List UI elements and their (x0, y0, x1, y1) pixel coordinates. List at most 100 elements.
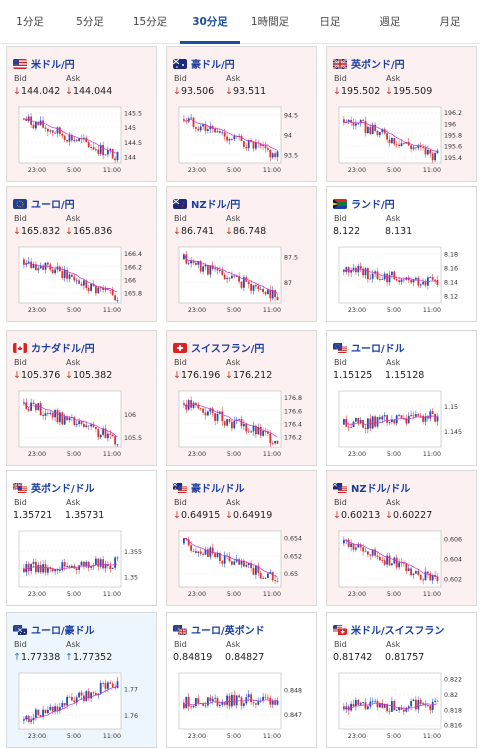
currency-card[interactable]: ランド/円 Bid Ask 8.122 8.131 8.18 8.16 8.14 8.12 23:… (326, 186, 477, 322)
pair-name[interactable]: ユーロ/円 (31, 200, 75, 211)
candlestick-chart[interactable]: 196.2 196 195.8 195.6 195.4 23:00 5:00 11:00 (335, 103, 470, 176)
tab-6[interactable]: 週足 (379, 15, 401, 28)
candlestick-chart[interactable]: 0.654 0.652 0.65 23:00 5:00 11:00 (175, 527, 310, 600)
arrow-down-icon: ↓ (225, 226, 233, 237)
candlestick-chart[interactable]: 1.355 1.35 23:00 5:00 11:00 (15, 527, 150, 600)
currency-card[interactable]: 英ポンド/円 Bid Ask ↓195.502 ↓195.509 196.2 196 195.… (326, 46, 477, 182)
pair-name[interactable]: ユーロ/ドル (351, 344, 405, 355)
bid-value: 8.122 (333, 226, 361, 237)
candle-body (204, 705, 207, 707)
candlestick-chart[interactable]: 8.18 8.16 8.14 8.12 23:00 5:00 11:00 (335, 243, 470, 316)
currency-card[interactable]: NZドル/ドル Bid Ask ↓0.60213 ↓0.60227 0.606 0.604 0… (326, 470, 477, 606)
currency-card[interactable]: ユーロ/豪ドル Bid Ask ↑1.77338 ↑1.77352 1.77 1.76 23:… (6, 612, 157, 748)
candle-body (97, 693, 100, 696)
candlestick-chart[interactable]: 0.848 0.847 23:00 5:00 11:00 (175, 669, 310, 742)
candle-body (259, 288, 262, 290)
candlestick-chart[interactable]: 1.77 1.76 23:00 5:00 11:00 (15, 669, 150, 742)
candlestick-chart[interactable]: 166.4 166.2 166 165.8 23:00 5:00 11:00 (15, 243, 150, 316)
candle-body (104, 683, 107, 689)
candlestick-chart[interactable]: 94.5 94 93.5 23:00 5:00 11:00 (175, 103, 310, 176)
candlestick-chart[interactable]: 106 105.5 23:00 5:00 11:00 (15, 387, 150, 460)
arrow-down-icon: ↓ (65, 86, 73, 97)
currency-card[interactable]: カナダドル/円 Bid Ask ↓105.376 ↓105.382 106 105.5 23:… (6, 330, 157, 466)
candle-body (83, 137, 85, 139)
currency-card[interactable]: 豪ドル/円 Bid Ask ↓93.506 ↓93.511 94.5 94 93.5 23:00… (166, 46, 317, 182)
candle-body (204, 412, 207, 416)
bid-label: Bid (174, 640, 187, 649)
currency-card[interactable]: NZドル/円 Bid Ask ↓86.741 ↓86.748 87.5 87 23:00 5:0… (166, 186, 317, 322)
pair-name[interactable]: NZドル/円 (191, 200, 241, 211)
candle-body (431, 701, 434, 710)
candle-body (391, 271, 393, 276)
tab-7[interactable]: 月足 (439, 15, 461, 28)
currency-card[interactable]: ユーロ/英ポンド Bid Ask 0.84819 0.84827 0.848 0.847 23… (166, 612, 317, 748)
candle-body (199, 261, 202, 272)
moving-average-line (343, 415, 438, 426)
currency-card[interactable]: ユーロ/円 Bid Ask ↓165.832 ↓165.836 166.4 166.2 166… (6, 186, 157, 322)
candle-body (400, 415, 403, 418)
candle-body (405, 418, 408, 424)
tab-4[interactable]: 1時間足 (250, 15, 290, 28)
candle-body (350, 543, 352, 547)
candle-body (102, 145, 104, 156)
x-tick-label: 11:00 (423, 451, 441, 458)
candle-body (393, 138, 396, 145)
pair-name[interactable]: ランド/円 (351, 200, 395, 211)
price-labels: Bid Ask (334, 358, 400, 367)
candle-body (343, 269, 345, 272)
pair-name[interactable]: スイスフラン/円 (191, 344, 265, 355)
candle-body (39, 120, 42, 126)
candle-body (422, 146, 424, 148)
candle-body (102, 683, 104, 684)
currency-card[interactable]: 豪ドル/ドル Bid Ask ↓0.64915 ↓0.64919 0.654 0.652 0.… (166, 470, 317, 606)
candle-body (352, 122, 355, 126)
candlestick-chart[interactable]: 145.5 145 144.5 144 23:00 5:00 11:00 (15, 103, 150, 176)
arrow-down-icon: ↓ (13, 370, 21, 381)
tab-1[interactable]: 5分足 (76, 15, 104, 28)
candle-body (61, 271, 64, 279)
candlestick-chart[interactable]: 1.15 1.145 23:00 5:00 11:00 (335, 387, 470, 460)
currency-card[interactable]: ユーロ/ドル Bid Ask 1.15125 1.15128 1.15 1.145 23:00… (326, 330, 477, 466)
y-tick-label: 0.606 (444, 537, 462, 544)
candle-body (195, 551, 197, 553)
flag-icon (332, 54, 351, 73)
candle-body (347, 267, 350, 273)
pair-name[interactable]: カナダドル/円 (31, 344, 95, 355)
candle-body (30, 116, 32, 125)
flag-icon (12, 478, 31, 497)
currency-card[interactable]: 米ドル/円 Bid Ask ↓144.042 ↓144.044 145.5 145 144.5… (6, 46, 157, 182)
candle-body (75, 697, 78, 703)
candle-body (30, 720, 32, 722)
candle-body (431, 277, 434, 280)
candle-body (259, 700, 262, 702)
candle-body (51, 568, 54, 572)
pair-name[interactable]: 英ポンド/ドル (31, 484, 95, 495)
tab-2[interactable]: 15分足 (132, 15, 168, 28)
arrow-down-icon: ↓ (333, 86, 341, 97)
tab-3[interactable]: 30分足 (180, 0, 240, 44)
currency-card[interactable]: 米ドル/スイスフラン Bid Ask 0.81742 0.81757 0.822 0.82 0… (326, 612, 477, 748)
bid-label: Bid (174, 74, 187, 83)
pair-name[interactable]: 英ポンド/円 (351, 60, 405, 71)
tab-5[interactable]: 日足 (319, 15, 341, 28)
pair-name[interactable]: 豪ドル/円 (191, 60, 235, 71)
candlestick-chart[interactable]: 176.8 176.6 176.4 176.2 23:00 5:00 11:00 (175, 387, 310, 460)
pair-name[interactable]: ユーロ/豪ドル (31, 626, 95, 637)
currency-card[interactable]: スイスフラン/円 Bid Ask ↓176.196 ↓176.212 176.8 176.6… (166, 330, 317, 466)
candlestick-chart[interactable]: 87.5 87 23:00 5:00 11:00 (175, 243, 310, 316)
tab-0[interactable]: 1分足 (16, 15, 44, 28)
candle-body (214, 553, 216, 558)
pair-name[interactable]: ユーロ/英ポンド (191, 626, 265, 637)
candle-body (211, 265, 214, 270)
price-labels: Bid Ask (14, 640, 80, 649)
candlestick-chart[interactable]: 0.822 0.82 0.818 0.816 23:00 5:00 11:00 (335, 669, 470, 742)
candlestick-chart[interactable]: 0.606 0.604 0.602 23:00 5:00 11:00 (335, 527, 470, 600)
pair-name[interactable]: 豪ドル/ドル (191, 484, 245, 495)
candle-body (379, 132, 381, 136)
pair-name[interactable]: 米ドル/円 (31, 60, 75, 71)
pair-name[interactable]: NZドル/ドル (351, 484, 411, 495)
pair-name[interactable]: 米ドル/スイスフラン (351, 626, 445, 637)
candle-body (78, 138, 80, 141)
currency-card[interactable]: 英ポンド/ドル Bid Ask 1.35721 1.35731 1.355 1.35 23:0… (6, 470, 157, 606)
candle-body (429, 573, 432, 581)
